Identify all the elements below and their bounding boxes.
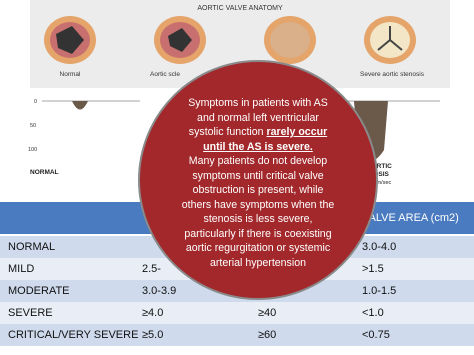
table-cell: CRITICAL/VERY SEVERE	[8, 329, 139, 341]
table-cell: 3.0-4.0	[362, 241, 397, 253]
note-line: systolic function	[188, 126, 267, 138]
valve-label: Severe aortic stenosis	[360, 71, 425, 78]
axis-label: 100	[28, 147, 37, 153]
table-cell: NORMAL	[8, 241, 56, 253]
note-line: others have symptoms when the	[181, 198, 335, 211]
table-cell: ≥60	[258, 329, 277, 341]
note-line: particularly if there is coexisting	[184, 227, 332, 240]
table-cell: 2.5-	[142, 263, 161, 275]
table-cell: ≥5.0	[142, 329, 164, 341]
table-cell: MODERATE	[8, 285, 70, 297]
callout: Symptoms in patients with AS and normal …	[138, 60, 378, 300]
note-rest: Many patients do not develop symptoms unt…	[140, 154, 376, 270]
table-cell: 1.0-1.5	[362, 285, 397, 297]
echo-label: 4 m/sec	[372, 180, 392, 186]
table-cell: SEVERE	[8, 307, 53, 319]
note-line: arterial hypertension	[210, 256, 306, 269]
figure: AORTIC VALVE ANATOMY Normal Aortic scle …	[28, 0, 450, 186]
table-cell: >1.5	[362, 263, 384, 275]
note-line: Many patients do not develop	[188, 155, 328, 167]
note-line: obstruction is present, while	[192, 184, 324, 196]
note-emphasis: until the AS is severe.	[203, 140, 313, 153]
table-row: SEVERE ≥4.0 ≥40 <1.0	[0, 302, 474, 324]
table-cell: MILD	[8, 263, 35, 275]
table-cell: <0.75	[362, 329, 390, 341]
note-line: aortic regurgitation or systemic	[185, 242, 331, 254]
header-cell: VALVE AREA (cm2)	[362, 212, 459, 224]
note-emphasis: rarely occur	[266, 126, 328, 138]
note-line: stenosis is less severe,	[203, 213, 313, 225]
valve-label: Aortic scle	[150, 71, 180, 78]
note-line: Symptoms in patients with AS	[188, 97, 328, 109]
axis-label: 0	[34, 99, 37, 105]
note-line: and normal left ventricular	[197, 111, 319, 124]
axis-label: 50	[30, 123, 36, 129]
anatomy-title: AORTIC VALVE ANATOMY	[197, 5, 283, 12]
table-cell: ≥4.0	[142, 307, 164, 319]
table-cell: 3.0-3.9	[142, 285, 177, 297]
note-line: symptoms until critical valve	[192, 169, 324, 182]
valve-label: Normal	[60, 71, 82, 78]
waveform	[72, 101, 88, 110]
valves	[44, 16, 416, 64]
table-cell: <1.0	[362, 307, 384, 319]
table-row: CRITICAL/VERY SEVERE ≥5.0 ≥60 <0.75	[0, 324, 474, 346]
table-cell: ≥40	[258, 307, 277, 319]
echo-label: NORMAL	[30, 169, 59, 176]
